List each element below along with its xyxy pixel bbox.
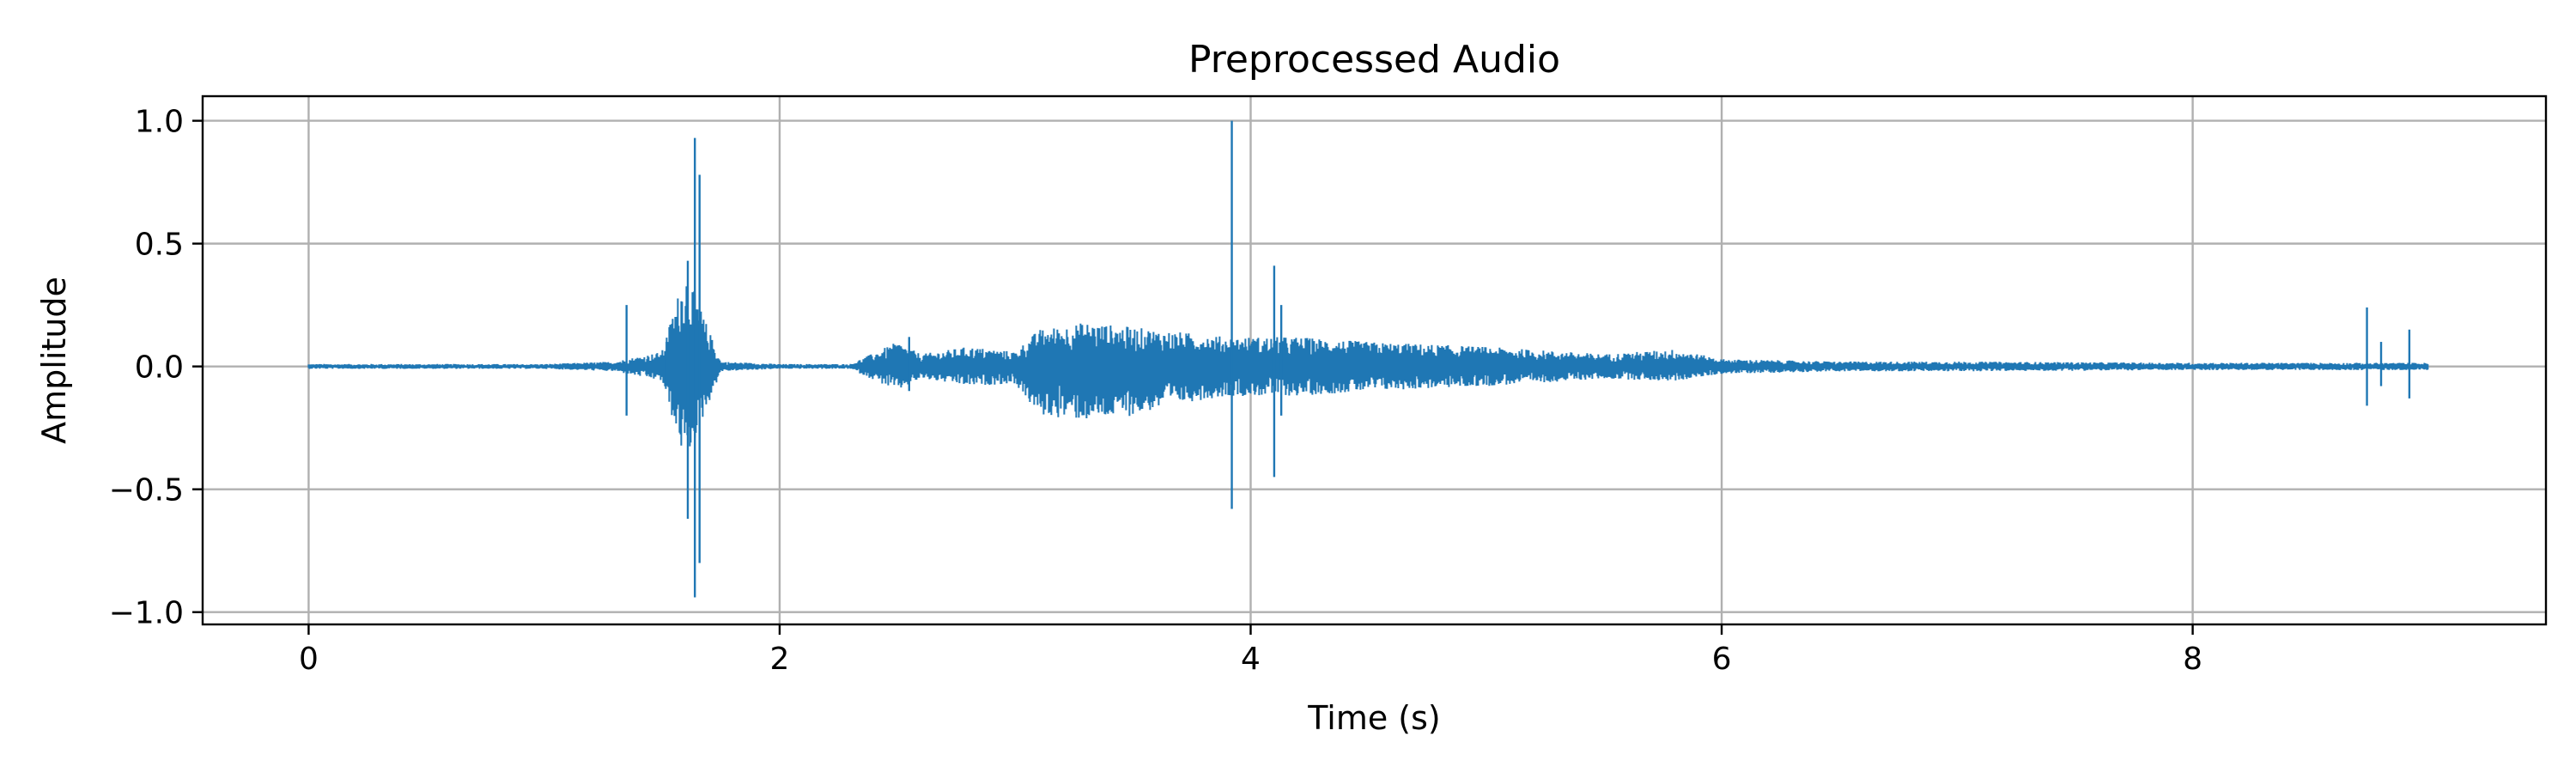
y-tick-label: 1.0 — [135, 105, 184, 140]
x-tick-label: 0 — [299, 642, 319, 677]
chart-title: Preprocessed Audio — [1188, 38, 1560, 82]
y-tick-label: −1.0 — [109, 596, 184, 631]
y-axis-label: Amplitude — [35, 277, 73, 444]
y-tick-label: 0.5 — [135, 228, 184, 263]
x-tick-label: 6 — [1712, 642, 1732, 677]
x-axis-label: Time (s) — [1307, 699, 1441, 737]
y-tick-label: 0.0 — [135, 350, 184, 386]
x-tick-label: 2 — [770, 642, 790, 677]
axis-ticks: 0 2 4 6 8 1.0 0.5 0.0 −0.5 −1.0 — [109, 105, 2202, 677]
x-tick-label: 8 — [2183, 642, 2202, 677]
x-tick-label: 4 — [1241, 642, 1261, 677]
waveform-body — [307, 286, 2429, 447]
waveform-trace — [307, 120, 2429, 598]
plot-frame — [201, 94, 2548, 626]
y-tick-label: −0.5 — [109, 473, 184, 508]
